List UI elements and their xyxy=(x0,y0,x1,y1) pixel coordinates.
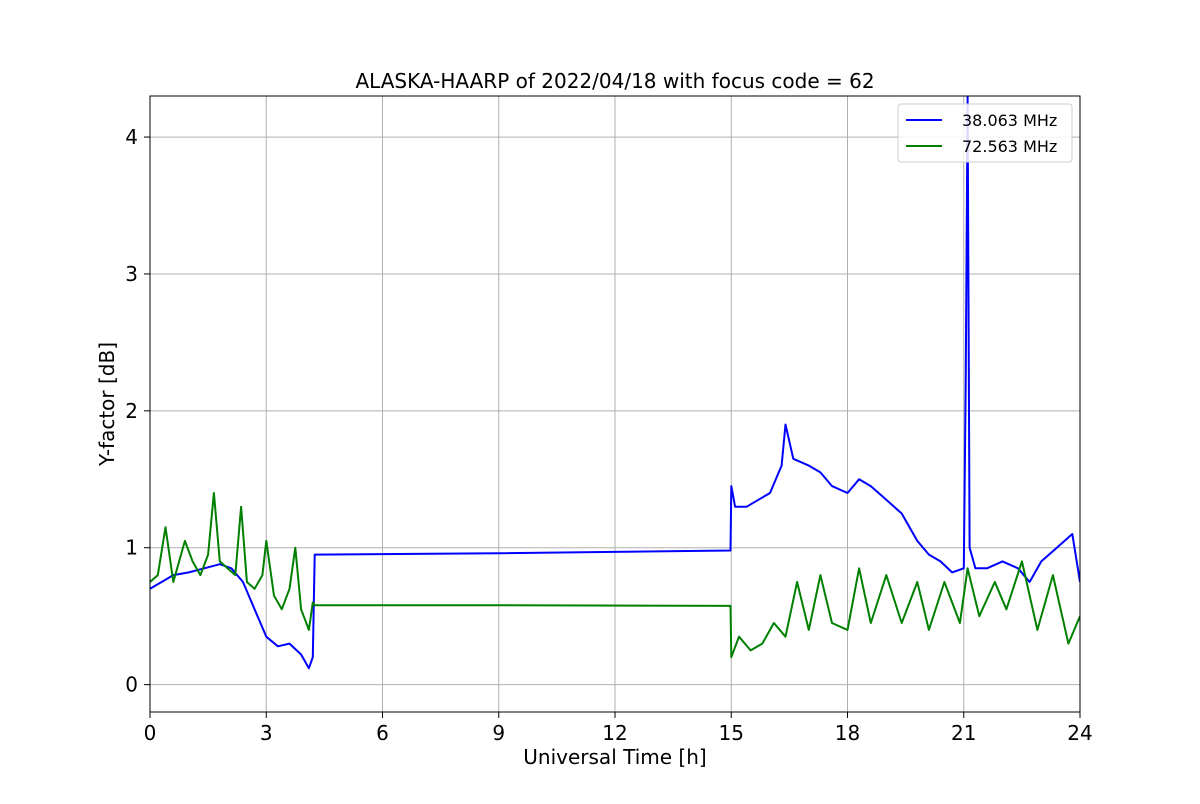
x-tick-label: 24 xyxy=(1067,721,1092,745)
series-line-2 xyxy=(150,492,1080,659)
legend-label-1: 38.063 MHz xyxy=(962,111,1057,130)
y-tick-label: 1 xyxy=(125,536,138,560)
x-tick-label: 18 xyxy=(835,721,860,745)
y-tick-label: 3 xyxy=(125,262,138,286)
y-tick-label: 2 xyxy=(125,399,138,423)
x-tick-label: 9 xyxy=(492,721,505,745)
x-tick-label: 0 xyxy=(144,721,157,745)
series-line-1 xyxy=(150,96,1080,670)
y-tick-label: 0 xyxy=(125,673,138,697)
y-tick-label: 4 xyxy=(125,125,138,149)
series-layer xyxy=(150,96,1080,670)
legend: 38.063 MHz 72.563 MHz xyxy=(897,103,1073,163)
legend-label-2: 72.563 MHz xyxy=(962,137,1057,156)
x-tick-label: 12 xyxy=(602,721,627,745)
y-axis-label: Y-factor [dB] xyxy=(95,342,119,467)
chart-title: ALASKA-HAARP of 2022/04/18 with focus co… xyxy=(355,69,874,93)
x-tick-label: 21 xyxy=(951,721,976,745)
x-tick-label: 6 xyxy=(376,721,389,745)
x-tick-label: 3 xyxy=(260,721,273,745)
x-tick-label: 15 xyxy=(719,721,744,745)
legend-box xyxy=(897,103,1073,163)
grid-layer xyxy=(149,96,1081,712)
x-axis-label: Universal Time [h] xyxy=(523,745,706,769)
